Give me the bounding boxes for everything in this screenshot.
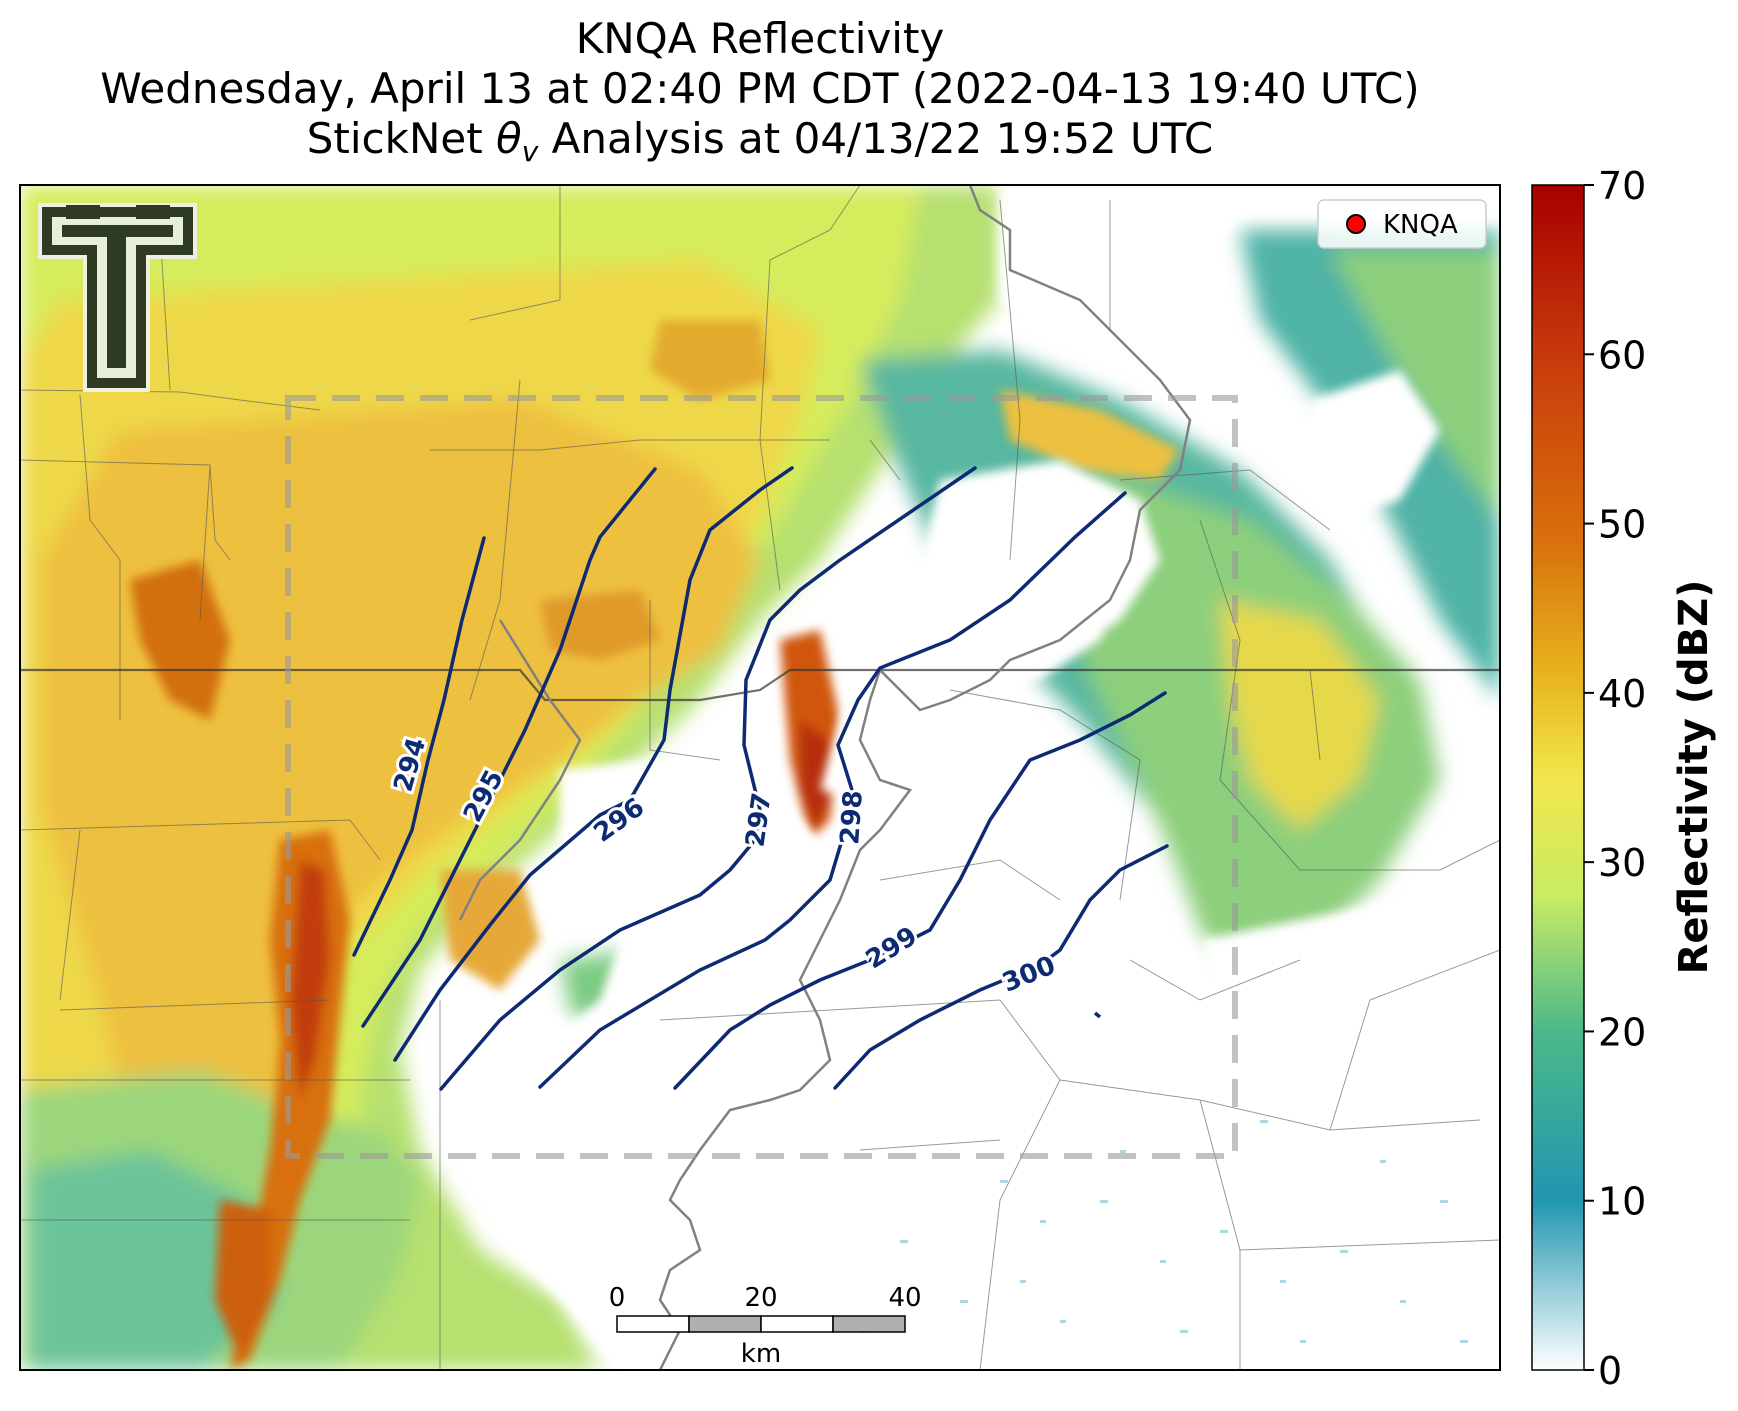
colorbar-tick-label-10: 10	[1598, 1180, 1646, 1224]
colorbar-tick-label-30: 30	[1598, 841, 1646, 885]
river	[458, 185, 1192, 1370]
title-line-3-prefix: StickNet	[307, 114, 496, 163]
reflectivity-field	[20, 185, 1500, 1370]
title-line-3-sub: v	[522, 135, 539, 168]
theta-v-contours	[352, 466, 1169, 1091]
contour-298-line	[538, 491, 1127, 1089]
texas-tech-logo	[38, 203, 197, 392]
title-line-2: Wednesday, April 13 at 02:40 PM CDT (202…	[100, 64, 1419, 113]
scale-tick-0: 0	[609, 1283, 626, 1313]
title-line-3-theta: θ	[496, 114, 522, 163]
legend-box	[1317, 199, 1487, 249]
county-boundaries	[20, 185, 1500, 1370]
contour-296-line	[393, 466, 794, 1062]
scale-tick-40: 40	[888, 1283, 921, 1313]
title-line-1: KNQA Reflectivity	[576, 14, 945, 63]
clear-areas	[470, 185, 1500, 1370]
colorbar-gradient	[1531, 184, 1585, 1371]
legend-marker	[1346, 214, 1366, 234]
colorbar-tick-label-40: 40	[1598, 672, 1646, 716]
colorbar-tick-label-50: 50	[1598, 503, 1646, 547]
scale-unit: km	[741, 1339, 781, 1369]
scale-tick-20: 20	[744, 1283, 777, 1313]
title-line-3-suffix: Analysis at 04/13/22 19:52 UTC	[538, 114, 1213, 163]
colorbar-tick-label-70: 70	[1598, 164, 1646, 208]
legend[interactable]: KNQA	[1317, 199, 1487, 249]
contour-label-298: 298	[835, 789, 869, 845]
colorbar-tick-label-60: 60	[1598, 333, 1646, 377]
contour-297-line	[439, 466, 977, 1091]
contour-295-line	[361, 467, 657, 1028]
contour-300-line	[833, 844, 1169, 1090]
colorbar-ticks: 0 10 20 30 40 50 60 70	[1584, 164, 1646, 1393]
analysis-domain-box	[285, 395, 1238, 1159]
map-frame	[19, 184, 1501, 1371]
title-block: KNQA Reflectivity Wednesday, April 13 at…	[100, 14, 1419, 168]
colorbar-tick-label-20: 20	[1598, 1010, 1646, 1054]
contour-294-line	[352, 536, 486, 957]
scale-bar: 0 20 40 km	[609, 1283, 922, 1369]
title-line-3: StickNet θv Analysis at 04/13/22 19:52 U…	[307, 114, 1214, 168]
state-boundaries	[20, 668, 1500, 702]
legend-label: KNQA	[1383, 210, 1458, 240]
contour-299-line	[673, 691, 1167, 1090]
colorbar-tick-label-0: 0	[1598, 1349, 1622, 1393]
colorbar: 0 10 20 30 40 50 60 70 Reflectivity (dBZ)	[1531, 164, 1717, 1393]
map-panel[interactable]: 294 295 296 297 298 299 300 KNQA	[20, 185, 1500, 1370]
colorbar-label: Reflectivity (dBZ)	[1671, 580, 1717, 975]
contour-fragment	[1093, 1011, 1102, 1019]
